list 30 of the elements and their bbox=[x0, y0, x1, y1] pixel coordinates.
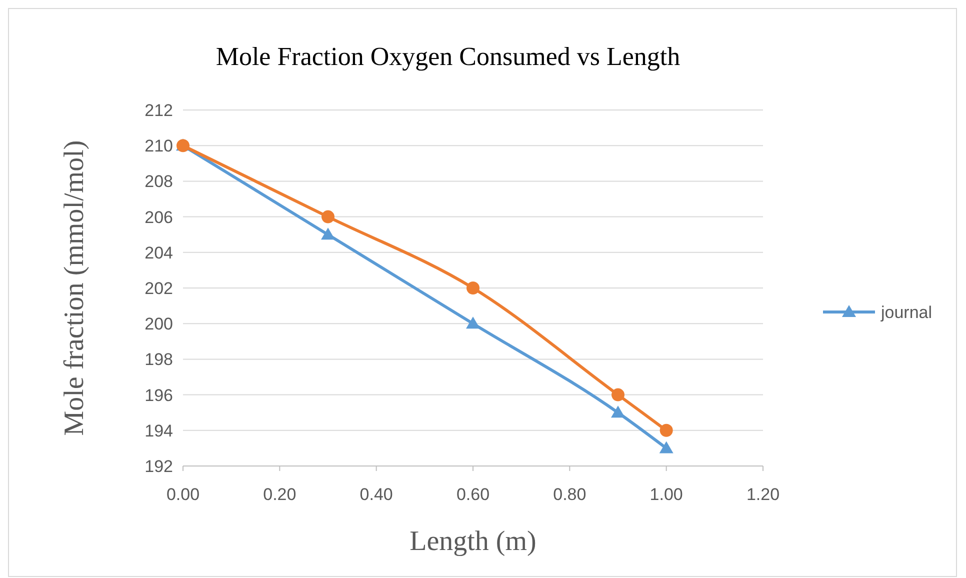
point bbox=[660, 424, 673, 437]
point bbox=[612, 388, 624, 402]
y-tick-label: 210 bbox=[144, 136, 173, 156]
x-tick-label: 0.40 bbox=[360, 485, 393, 504]
point bbox=[466, 282, 480, 294]
x-tick-label: 0.20 bbox=[263, 485, 296, 504]
point bbox=[322, 210, 334, 224]
y-axis-title: Mole fraction (mmol/mol) bbox=[59, 140, 90, 436]
point bbox=[466, 316, 480, 329]
y-tick-label: 192 bbox=[144, 457, 173, 476]
y-tick-label: 198 bbox=[144, 350, 173, 370]
legend-label: journal bbox=[880, 303, 932, 322]
x-tick-label: 1.00 bbox=[650, 485, 683, 504]
y-tick-label: 212 bbox=[144, 101, 173, 120]
x-axis-title: Length (m) bbox=[410, 526, 536, 557]
chart-title: Mole Fraction Oxygen Consumed vs Length bbox=[216, 42, 680, 71]
point bbox=[611, 406, 625, 418]
y-tick-label: 196 bbox=[144, 386, 173, 405]
y-tick-label: 200 bbox=[144, 314, 173, 334]
y-tick-label: 204 bbox=[144, 243, 173, 262]
point bbox=[659, 441, 674, 454]
y-tick-label: 202 bbox=[144, 279, 173, 298]
y-tick-label: 206 bbox=[144, 208, 173, 227]
y-tick-label: 208 bbox=[144, 172, 173, 192]
x-tick-label: 0.00 bbox=[166, 485, 200, 504]
x-tick-label: 0.80 bbox=[553, 485, 586, 504]
x-tick-label: 1.20 bbox=[746, 485, 780, 504]
x-tick-label: 0.60 bbox=[456, 485, 490, 504]
y-tick-label: 194 bbox=[144, 421, 173, 440]
point bbox=[321, 228, 335, 240]
